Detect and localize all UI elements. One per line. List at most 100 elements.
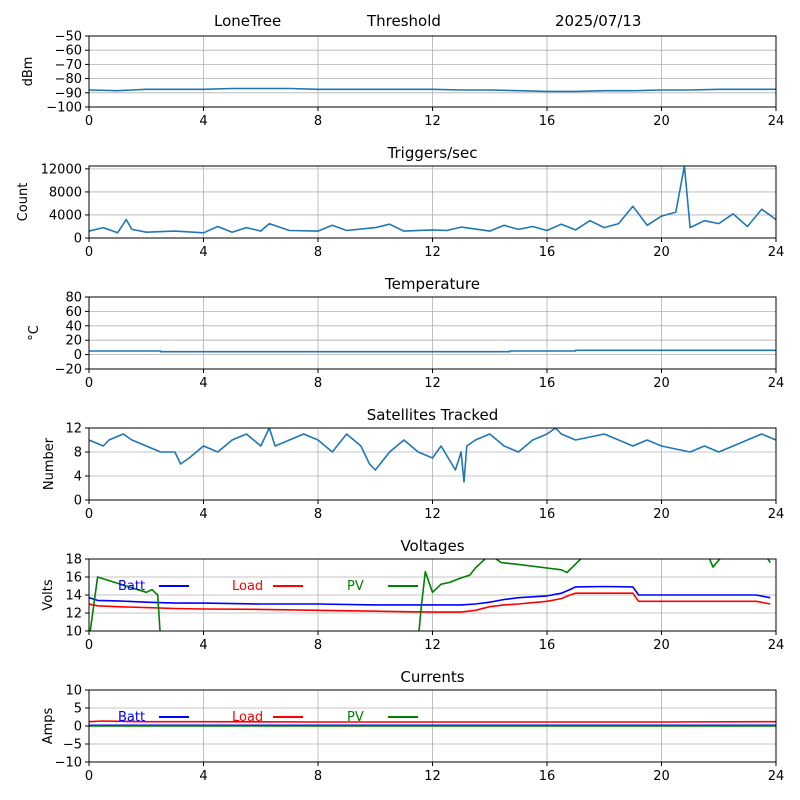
y-axis-label: Number	[42, 437, 57, 490]
y-tick-label: −60	[55, 44, 82, 59]
y-tick-label: 4000	[49, 208, 82, 223]
x-tick-label: 16	[539, 376, 556, 391]
y-tick-label: 12000	[41, 162, 82, 177]
legend-label: PV	[347, 579, 364, 594]
x-tick-label: 12	[424, 769, 441, 784]
y-tick-label: −90	[55, 86, 82, 101]
x-tick-label: 8	[314, 245, 322, 260]
y-tick-label: −70	[55, 58, 82, 73]
x-tick-label: 0	[85, 507, 93, 522]
x-tick-label: 4	[199, 245, 207, 260]
chart-panel-6: 0 4 8 12 16 20 24 −10 −5 0 5 10 Currents Amps Batt Load…	[41, 668, 784, 784]
legend-label: Load	[232, 710, 263, 725]
y-tick-label: 18	[65, 553, 82, 568]
x-tick-label: 8	[314, 638, 322, 653]
y-tick-label: 8000	[49, 185, 82, 200]
x-tick-label: 16	[539, 769, 556, 784]
y-tick-label: 14	[65, 589, 82, 604]
y-tick-label: 10	[65, 625, 82, 640]
series-line-1	[89, 428, 776, 483]
x-tick-label: 20	[653, 245, 670, 260]
legend-label: Load	[232, 579, 263, 594]
x-tick-label: 24	[768, 507, 785, 522]
y-tick-label: 16	[65, 571, 82, 586]
y-tick-label: 60	[65, 305, 82, 320]
chart-panel-2: 0 4 8 12 16 20 24 0 4000 8000 12000 Triggers/sec Cou…	[16, 144, 784, 260]
y-tick-label: 10	[65, 684, 82, 699]
series-line-batt	[89, 585, 771, 606]
station-name: LoneTree	[214, 12, 282, 30]
series-line-1	[89, 349, 776, 353]
chart-title: Temperature	[384, 275, 480, 293]
x-tick-label: 8	[314, 114, 322, 129]
y-tick-label: 0	[74, 348, 82, 363]
x-tick-label: 12	[424, 638, 441, 653]
chart-title: Satellites Tracked	[367, 406, 498, 424]
x-tick-label: 4	[199, 114, 207, 129]
y-tick-label: 8	[74, 446, 82, 461]
chart-title: Triggers/sec	[387, 144, 478, 162]
x-tick-label: 4	[199, 507, 207, 522]
x-tick-label: 20	[653, 769, 670, 784]
y-tick-label: −10	[55, 756, 82, 771]
chart-panel-1: 0 4 8 12 16 20 24 −100−90−80−70−60−50 dBm	[21, 30, 784, 130]
series-line-load	[89, 720, 776, 723]
x-tick-label: 24	[768, 376, 785, 391]
y-tick-label: −50	[55, 30, 82, 45]
y-tick-label: −80	[55, 72, 82, 87]
x-tick-label: 8	[314, 769, 322, 784]
x-tick-label: 4	[199, 376, 207, 391]
y-tick-label: 20	[65, 334, 82, 349]
y-tick-label: 0	[74, 494, 82, 509]
y-tick-label: 80	[65, 291, 82, 306]
chart-panel-4: 0 4 8 12 16 20 24 0 4 8 12 Satellites Tracked Number	[42, 406, 784, 522]
x-tick-label: 16	[539, 638, 556, 653]
mode-label: Threshold	[367, 12, 441, 30]
series-line-load	[89, 592, 771, 613]
x-tick-label: 0	[85, 245, 93, 260]
chart-title: Voltages	[400, 537, 464, 555]
x-tick-label: 8	[314, 507, 322, 522]
x-tick-label: 16	[539, 507, 556, 522]
series-line-1	[89, 166, 776, 234]
y-tick-label: 12	[65, 607, 82, 622]
y-axis-label: Volts	[41, 579, 56, 611]
y-axis-label: dBm	[21, 57, 36, 87]
y-tick-label: 0	[74, 232, 82, 247]
legend-label: Batt	[118, 710, 145, 725]
chart-title: Currents	[400, 668, 464, 686]
x-tick-label: 20	[653, 638, 670, 653]
chart-panel-5: 0 4 8 12 16 20 24 10 12 14 16 18 Voltages Volts Batt Lo…	[41, 537, 784, 653]
date-label: 2025/07/13	[555, 12, 642, 30]
x-tick-label: 0	[85, 376, 93, 391]
y-tick-label: 40	[65, 319, 82, 334]
y-tick-label: −100	[46, 101, 82, 116]
y-axis-label: Amps	[41, 707, 56, 744]
x-tick-label: 12	[424, 376, 441, 391]
x-tick-label: 0	[85, 114, 93, 129]
x-tick-label: 24	[768, 769, 785, 784]
y-tick-label: −5	[63, 738, 82, 753]
series-line-1	[89, 87, 776, 93]
x-tick-label: 20	[653, 376, 670, 391]
legend-label: PV	[347, 710, 364, 725]
x-tick-label: 4	[199, 638, 207, 653]
y-tick-label: 4	[74, 470, 82, 485]
y-axis-label: °C	[27, 325, 42, 341]
x-tick-label: 12	[424, 114, 441, 129]
y-axis-label: Count	[16, 183, 31, 222]
x-tick-label: 24	[768, 245, 785, 260]
y-tick-label: −20	[55, 363, 82, 378]
x-tick-label: 0	[85, 769, 93, 784]
series-line-pv	[89, 559, 771, 631]
x-tick-label: 12	[424, 507, 441, 522]
x-tick-label: 4	[199, 769, 207, 784]
x-tick-label: 0	[85, 638, 93, 653]
x-tick-label: 20	[653, 507, 670, 522]
x-tick-label: 16	[539, 245, 556, 260]
x-tick-label: 12	[424, 245, 441, 260]
x-tick-label: 20	[653, 114, 670, 129]
x-tick-label: 16	[539, 114, 556, 129]
